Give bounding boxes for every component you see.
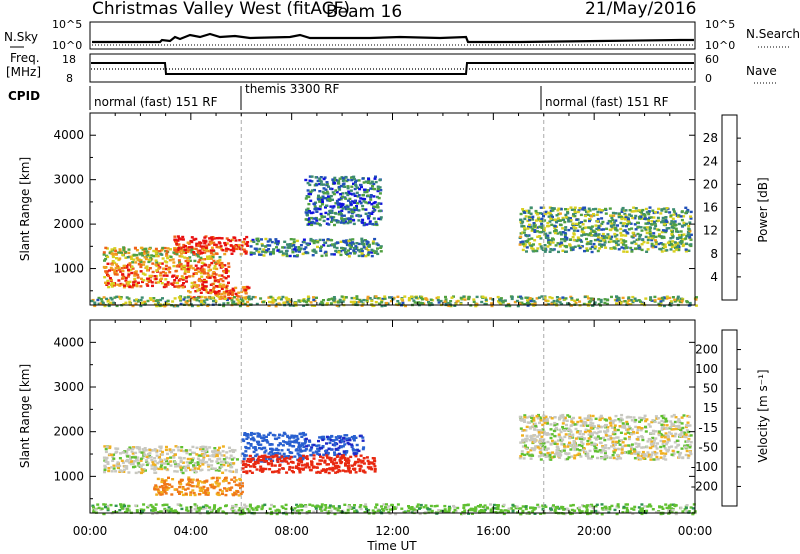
velocity-colorbar-tick-label: -50 [698, 440, 718, 454]
x-axis-label: Time UT [366, 539, 417, 553]
velocity-ytick-label: 1000 [53, 469, 84, 483]
x-tick-label: 20:00 [577, 524, 612, 538]
velocity-region-4 [241, 454, 377, 475]
power-colorbar-tick-label: 28 [703, 131, 718, 145]
x-tick-label: 08:00 [274, 524, 309, 538]
power-axes: 1000 2000 3000 4000 [53, 112, 696, 305]
freq-tick-top: 18 [62, 53, 76, 66]
power-ytick-label: 1000 [53, 262, 84, 276]
power-colorbar-tick-label: 12 [703, 224, 718, 238]
x-tick-label: 04:00 [174, 524, 209, 538]
velocity-ytick-label: 4000 [53, 335, 84, 349]
velocity-colorbar-tick-label: 100 [695, 362, 718, 376]
velocity-colorbar-label: Velocity [m s⁻¹] [756, 369, 770, 462]
power-region-1 [102, 261, 231, 289]
x-tick-labels: 00:00 04:00 08:00 12:00 16:00 20:00 00:00 [73, 524, 713, 538]
velocity-colorbar-tick-label: 50 [703, 382, 718, 396]
velocity-region-1 [153, 476, 244, 497]
velocity-colorbar-tick-label: 15 [703, 401, 718, 415]
nsearch-tick-top: 10^5 [705, 18, 735, 31]
velocity-colorbar-frame [721, 329, 738, 507]
nave-tick-top: 60 [705, 53, 719, 66]
cpid-mode-1: normal (fast) 151 RF [94, 95, 218, 109]
power-ytick-label: 3000 [53, 173, 84, 187]
power-region-5 [304, 175, 383, 227]
velocity-data-layer [91, 413, 697, 516]
power-colorbar-tick-label: 20 [703, 177, 718, 191]
power-panel: 1000 2000 3000 4000 Slant Range [km] 4 8 12 16… [18, 112, 770, 308]
freq-panel: Freq. [MHz] 18 8 60 0 Nave [6, 51, 777, 85]
cpid-mode-2: themis 3300 RF [245, 82, 339, 96]
power-colorbar: 4 8 12 16 20 24 28 [703, 114, 741, 301]
freq-label-2: [MHz] [6, 65, 41, 79]
power-data-layer [90, 175, 698, 308]
velocity-ytick-label: 3000 [53, 380, 84, 394]
power-region-6 [518, 206, 693, 254]
cpid-mode-3: normal (fast) 151 RF [545, 95, 669, 109]
station-title: Christmas Valley West (fitACF) [92, 0, 350, 19]
cpid-label: CPID [8, 89, 40, 103]
x-tick-label: 00:00 [73, 524, 108, 538]
power-colorbar-tick-label: 8 [710, 247, 718, 261]
freq-frame [89, 53, 696, 83]
nsky-frame [89, 21, 696, 50]
nsky-label: N.Sky [4, 30, 38, 44]
velocity-axes: 1000 2000 3000 4000 [53, 319, 696, 513]
power-ylabel: Slant Range [km] [18, 157, 32, 261]
power-region-7 [90, 295, 698, 308]
nsearch-tick-bottom: 10^0 [705, 39, 735, 52]
power-ytick-label: 4000 [53, 128, 84, 142]
power-colorbar-tick-label: 16 [703, 201, 718, 215]
date-label: 21/May/2016 [585, 0, 697, 19]
velocity-region-6 [91, 503, 697, 516]
power-colorbar-label: Power [dB] [756, 177, 770, 242]
power-colorbar-tick-label: 24 [703, 154, 718, 168]
nave-tick-bottom: 0 [705, 72, 712, 85]
beam-label: Beam 16 [326, 2, 402, 22]
power-colorbar-tick-label: 4 [710, 270, 718, 284]
velocity-colorbar-tick-label: -100 [691, 460, 718, 474]
nsky-tick-top: 10^5 [52, 18, 82, 31]
power-region-4 [249, 237, 383, 258]
velocity-ytick-label: 2000 [53, 425, 84, 439]
power-ytick-label: 2000 [53, 217, 84, 231]
nsky-tick-bottom: 10^0 [52, 39, 82, 52]
nsky-trace [92, 32, 694, 44]
freq-tick-bottom: 8 [66, 72, 73, 85]
velocity-ylabel: Slant Range [km] [18, 364, 32, 468]
x-tick-label: 12:00 [375, 524, 410, 538]
velocity-region-5 [518, 413, 693, 461]
power-colorbar-frame [721, 114, 738, 301]
nsearch-label: N.Search [746, 27, 800, 41]
velocity-region-0 [102, 445, 239, 475]
freq-label-1: Freq. [10, 51, 40, 65]
velocity-region-3 [304, 434, 366, 457]
velocity-colorbar-tick-label: 200 [695, 343, 718, 357]
freq-trace [91, 62, 694, 75]
x-tick-label: 00:00 [678, 524, 713, 538]
velocity-colorbar-tick-label: -200 [691, 479, 718, 493]
power-region-2 [173, 235, 250, 256]
velocity-colorbar-tick-label: -15 [698, 421, 718, 435]
cpid-panel: CPID normal (fast) 151 RF themis 3300 RF… [8, 82, 696, 110]
x-tick-label: 16:00 [476, 524, 511, 538]
power-region-3 [187, 284, 251, 300]
velocity-colorbar: 200 100 50 15 -15 -50 -100 -200 [691, 329, 741, 507]
nave-label: Nave [746, 64, 777, 78]
nsky-panel: N.Sky 10^5 10^0 10^5 10^0 N.Search [4, 18, 800, 52]
